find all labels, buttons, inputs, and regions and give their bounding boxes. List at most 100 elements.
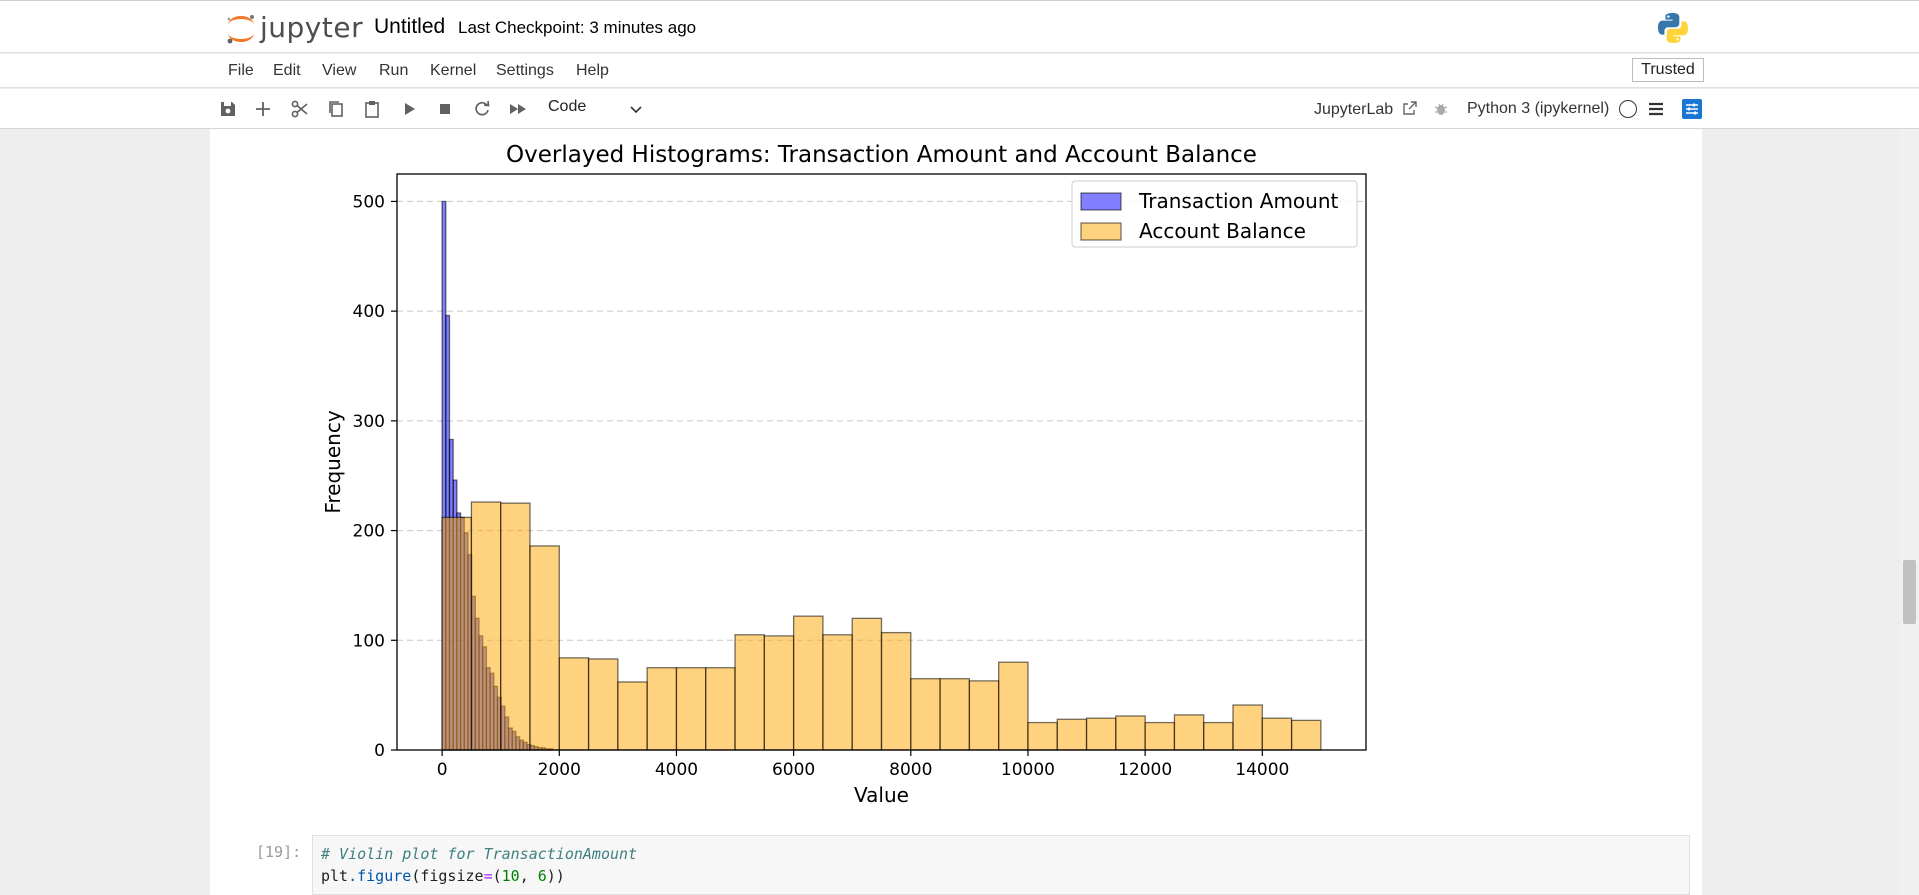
account-balance-bar bbox=[441, 516, 473, 751]
x-tick-label: 14000 bbox=[1235, 760, 1289, 780]
cell-type-select[interactable]: Code bbox=[548, 98, 587, 115]
account-balance-bar bbox=[617, 681, 648, 751]
cell-prompt: [19]: bbox=[256, 843, 302, 861]
code-token: 6 bbox=[537, 867, 547, 885]
menu-run[interactable]: Run bbox=[379, 62, 409, 79]
account-balance-bar bbox=[675, 667, 707, 751]
account-balance-bar bbox=[470, 501, 502, 751]
account-balance-bar bbox=[529, 545, 560, 751]
copy-icon bbox=[329, 101, 343, 117]
code-token: (figsize bbox=[411, 867, 484, 885]
y-tick-label: 200 bbox=[353, 522, 385, 542]
jupyterlab-link-label: JupyterLab bbox=[1314, 101, 1394, 118]
add-icon bbox=[256, 102, 270, 116]
notebook-toolbar: Code JupyterLab Python 3 (ipykernel) bbox=[0, 89, 1919, 129]
fast-forward-icon bbox=[510, 104, 526, 114]
account-balance-bar bbox=[734, 634, 765, 751]
code-token: , bbox=[519, 867, 538, 885]
restart-button[interactable] bbox=[471, 98, 493, 120]
kernel-status-icon bbox=[1619, 100, 1637, 118]
code-token: = bbox=[483, 867, 493, 885]
top-bar: jupyter Untitled Last Checkpoint: 3 minu… bbox=[0, 0, 1919, 53]
code-comment: # Violin plot for TransactionAmount bbox=[321, 845, 638, 863]
debugger-icon[interactable] bbox=[1432, 100, 1450, 118]
logo-text: jupyter bbox=[260, 11, 364, 44]
account-balance-bar bbox=[500, 502, 531, 751]
run-icon bbox=[405, 103, 415, 115]
x-tick-label: 2000 bbox=[538, 760, 581, 780]
legend-label: Transaction Amount bbox=[1138, 189, 1339, 213]
kernel-name[interactable]: Python 3 (ipykernel) bbox=[1467, 100, 1610, 117]
python-logo-icon bbox=[1658, 13, 1688, 43]
cut-button[interactable] bbox=[289, 98, 311, 120]
save-button[interactable] bbox=[217, 98, 239, 120]
menu-view[interactable]: View bbox=[322, 62, 357, 79]
external-link-icon bbox=[1402, 101, 1417, 115]
account-balance-bar bbox=[587, 658, 619, 751]
x-tick-label: 8000 bbox=[889, 760, 932, 780]
account-balance-bar bbox=[1056, 718, 1088, 751]
menu-icon[interactable] bbox=[1646, 99, 1666, 119]
histogram-chart: 0 2000 4000 6000 8000 10000 12000 14000 0 100 200 3… bbox=[321, 142, 1367, 807]
y-axis-label: Frequency bbox=[321, 410, 345, 513]
y-tick-label: 500 bbox=[353, 192, 385, 212]
property-inspector-icon[interactable] bbox=[1681, 98, 1703, 120]
last-checkpoint: Last Checkpoint: 3 minutes ago bbox=[458, 18, 697, 37]
account-balance-bar bbox=[1232, 704, 1263, 751]
menu-settings[interactable]: Settings bbox=[496, 62, 554, 79]
x-tick-label: 10000 bbox=[1001, 760, 1055, 780]
menu-edit[interactable]: Edit bbox=[273, 62, 301, 79]
code-line-2: plt.figure(figsize=(10, 6)) bbox=[321, 865, 1681, 887]
account-balance-bar bbox=[1203, 721, 1234, 751]
account-balance-bar bbox=[1085, 717, 1117, 751]
menu-help[interactable]: Help bbox=[576, 62, 609, 79]
interrupt-button[interactable] bbox=[434, 98, 456, 120]
legend-label: Account Balance bbox=[1139, 219, 1306, 243]
x-tick-label: 0 bbox=[437, 760, 448, 780]
account-balance-bar bbox=[1290, 719, 1322, 751]
code-token: plt bbox=[321, 867, 349, 885]
trusted-indicator[interactable]: Trusted bbox=[1632, 58, 1704, 82]
run-button[interactable] bbox=[398, 98, 420, 120]
account-balance-bar bbox=[705, 667, 736, 751]
scrollbar-thumb[interactable] bbox=[1903, 560, 1916, 624]
account-balance-bar bbox=[968, 680, 1000, 751]
legend-box bbox=[1071, 180, 1358, 248]
code-cell-editor[interactable]: # Violin plot for TransactionAmount plt.… bbox=[312, 835, 1690, 895]
notebook-title[interactable]: Untitled bbox=[374, 15, 446, 38]
code-token: ( bbox=[492, 867, 502, 885]
account-balance-bar bbox=[646, 667, 678, 751]
account-balance-bar bbox=[763, 635, 795, 751]
x-tick-label: 6000 bbox=[772, 760, 815, 780]
notebook-panel bbox=[210, 129, 1702, 895]
menu-file[interactable]: File bbox=[228, 62, 254, 79]
account-balance-bar bbox=[851, 617, 883, 751]
account-balance-bar bbox=[792, 615, 824, 751]
jupyterlab-link[interactable]: JupyterLab bbox=[1314, 100, 1418, 119]
menu-kernel[interactable]: Kernel bbox=[430, 62, 477, 79]
insert-cell-button[interactable] bbox=[252, 98, 274, 120]
account-balance-bar bbox=[1027, 721, 1058, 751]
chart-title: Overlayed Histograms: Transaction Amount… bbox=[506, 142, 1257, 168]
save-icon bbox=[221, 102, 235, 116]
account-balance-bar bbox=[558, 657, 590, 751]
account-balance-bar bbox=[910, 678, 941, 751]
chevron-down-icon[interactable] bbox=[628, 101, 644, 117]
jupyter-logo[interactable]: jupyter bbox=[224, 11, 364, 47]
paste-button[interactable] bbox=[361, 98, 383, 120]
paste-icon bbox=[365, 101, 379, 118]
cut-icon bbox=[291, 100, 308, 118]
legend-swatch bbox=[1080, 192, 1122, 211]
account-balance-bar bbox=[1261, 717, 1293, 751]
code-token: 10 bbox=[501, 867, 520, 885]
account-balance-bar bbox=[880, 631, 912, 751]
y-tick-label: 400 bbox=[353, 302, 385, 322]
copy-button[interactable] bbox=[325, 98, 347, 120]
plot-frame bbox=[396, 173, 1367, 751]
jupyter-logo-icon bbox=[227, 15, 254, 44]
scrollbar-track[interactable] bbox=[1900, 129, 1919, 895]
code-token: )) bbox=[546, 867, 565, 885]
restart-run-all-button[interactable] bbox=[507, 98, 529, 120]
account-balance-bar bbox=[1115, 715, 1146, 751]
account-balance-bar bbox=[939, 678, 971, 751]
